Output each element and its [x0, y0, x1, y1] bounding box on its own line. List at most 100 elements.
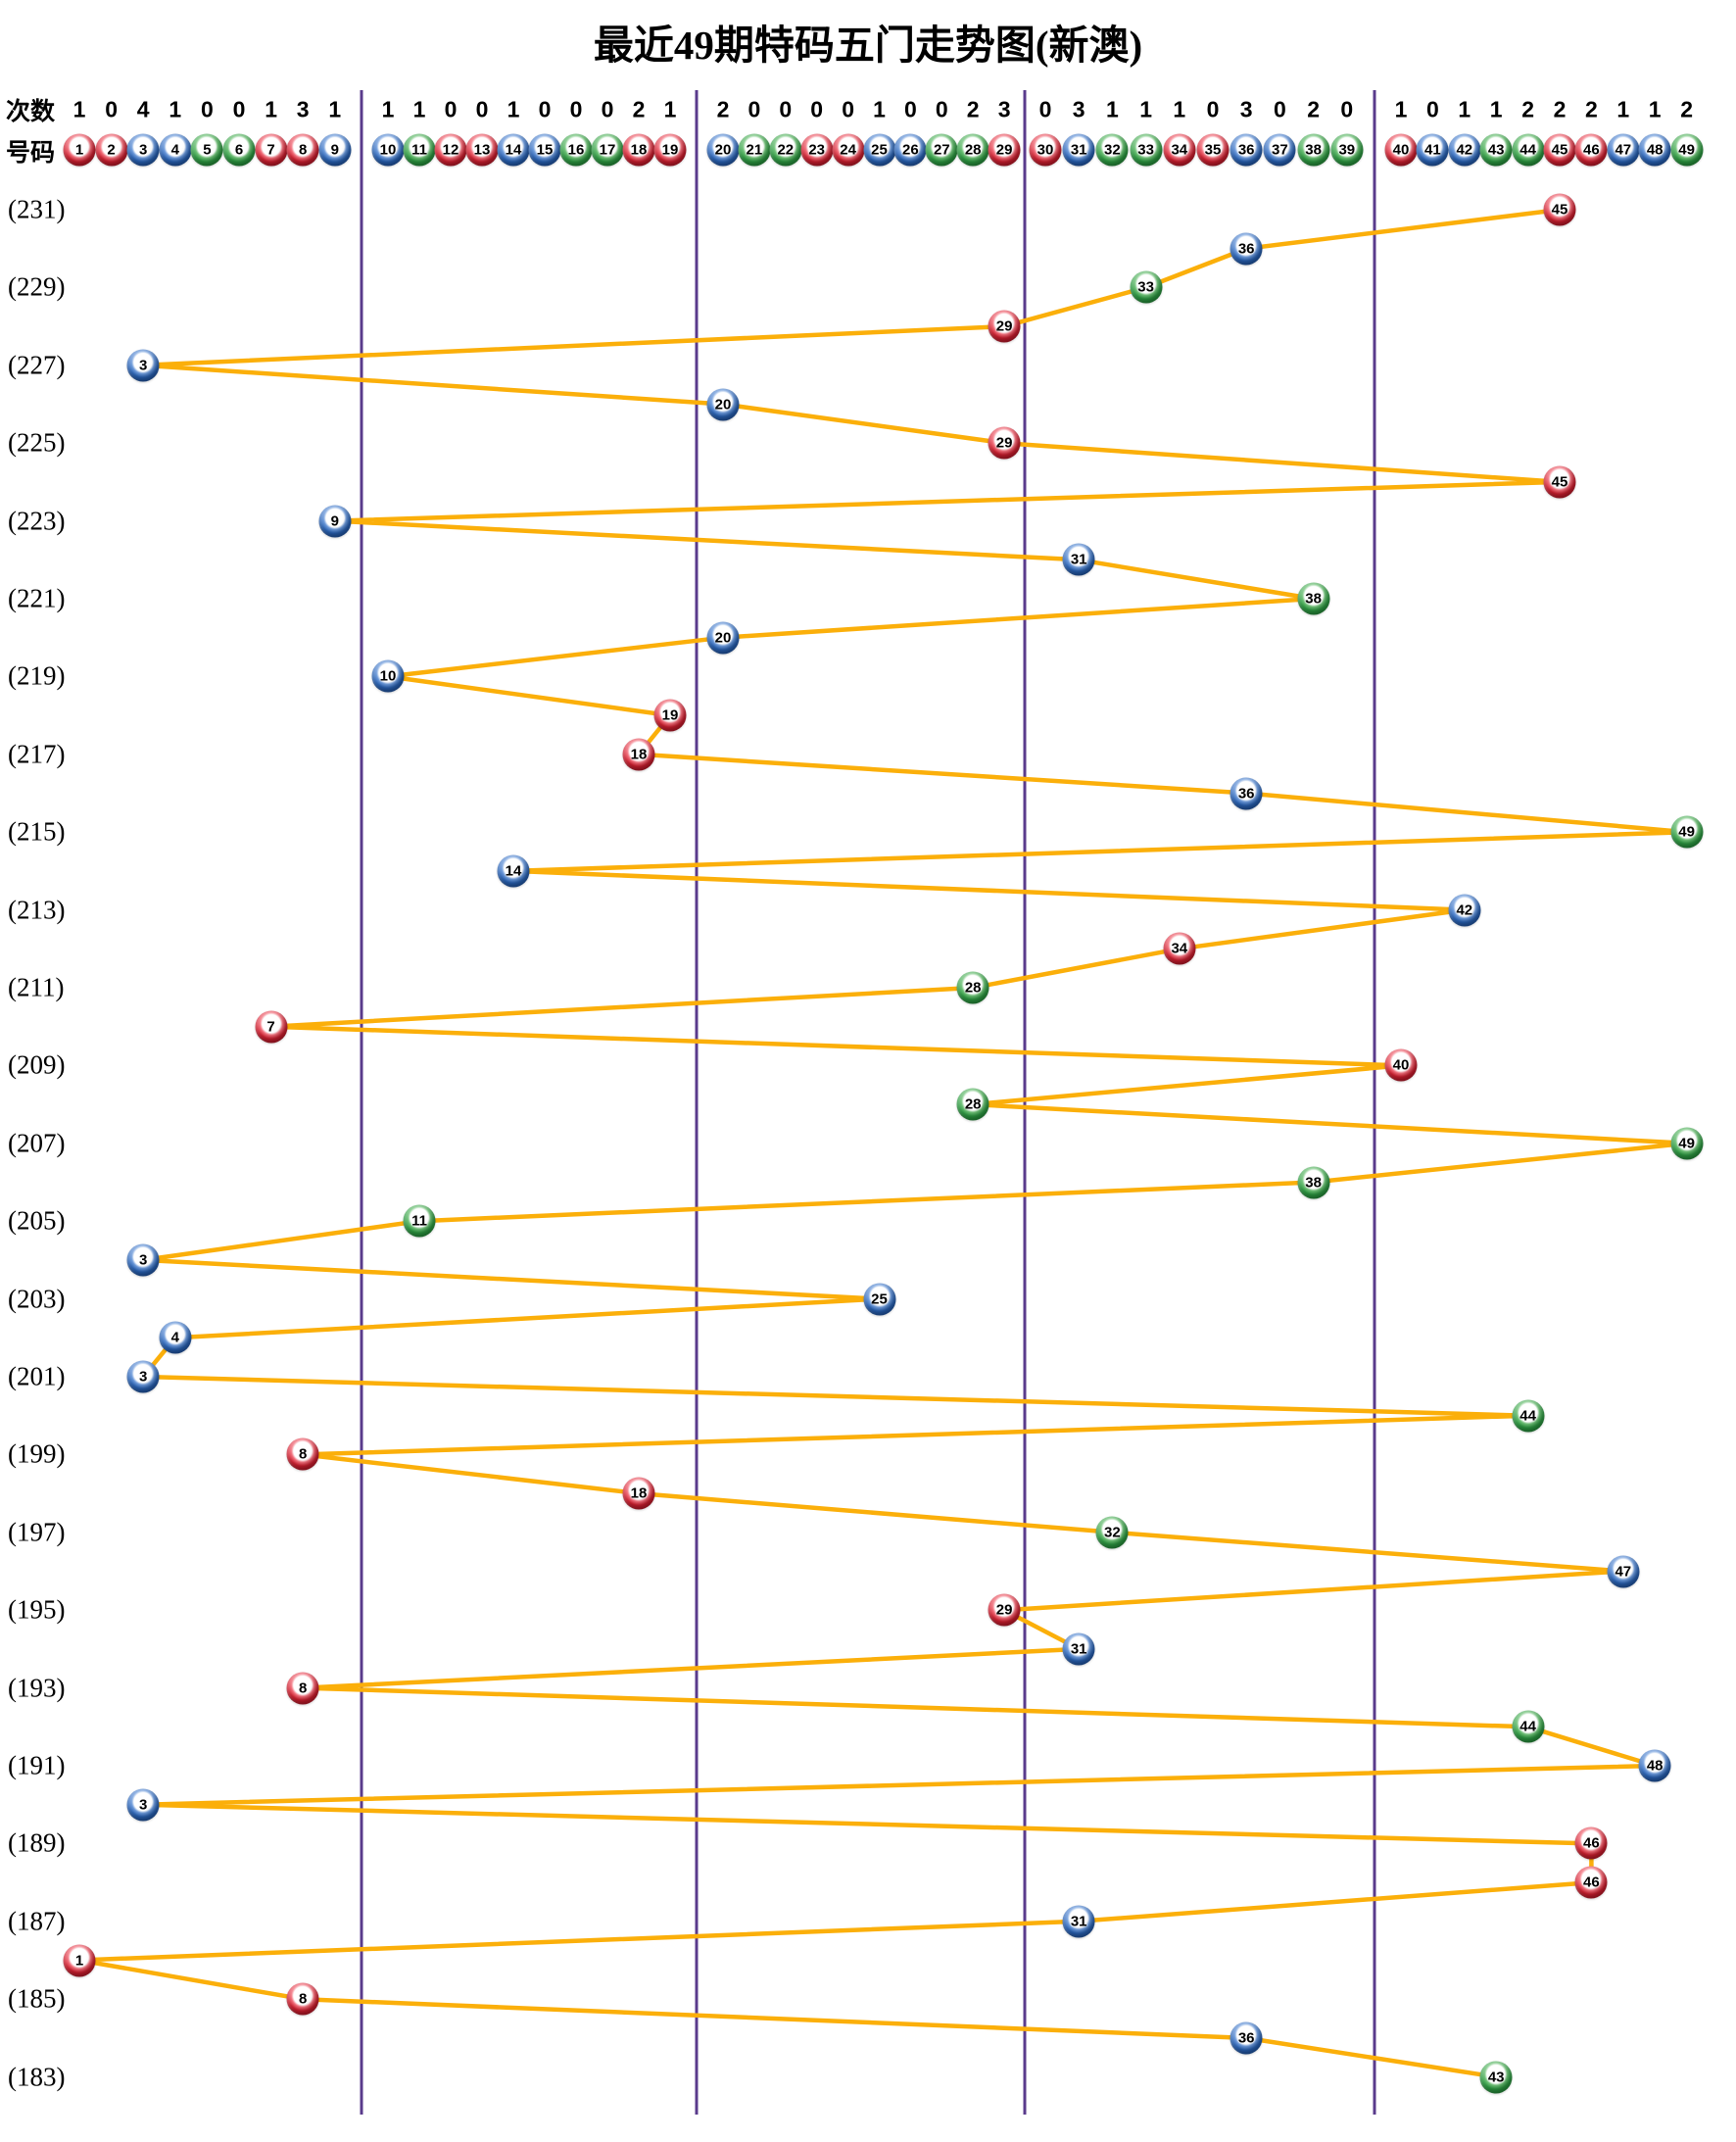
header-ball-34: 34 — [1163, 133, 1196, 167]
count-value-35: 0 — [1206, 96, 1220, 122]
chart-ball-231-45: 45 — [1543, 193, 1576, 226]
header-ball-40: 40 — [1384, 133, 1418, 167]
count-value-27: 0 — [935, 96, 948, 122]
header-ball-38: 38 — [1297, 133, 1330, 167]
period-label-219: (219) — [8, 660, 66, 691]
chart-ball-208-28: 28 — [956, 1088, 989, 1121]
header-ball-22: 22 — [769, 133, 802, 167]
count-value-6: 0 — [232, 96, 246, 122]
count-value-47: 1 — [1616, 96, 1630, 122]
chart-ball-225-29: 29 — [988, 426, 1021, 460]
chart-ball-201-3: 3 — [126, 1360, 160, 1393]
count-value-30: 0 — [1038, 96, 1052, 122]
header-ball-16: 16 — [559, 133, 593, 167]
count-value-49: 2 — [1680, 96, 1693, 122]
header-ball-19: 19 — [653, 133, 687, 167]
period-label-213: (213) — [8, 895, 66, 925]
count-value-14: 1 — [506, 96, 520, 122]
count-value-41: 0 — [1425, 96, 1439, 122]
header-ball-39: 39 — [1330, 133, 1364, 167]
chart-ball-198-18: 18 — [622, 1477, 655, 1510]
count-value-39: 0 — [1340, 96, 1354, 122]
count-value-40: 1 — [1394, 96, 1408, 122]
count-value-29: 3 — [997, 96, 1011, 122]
header-ball-26: 26 — [893, 133, 927, 167]
count-value-25: 1 — [873, 96, 886, 122]
period-label-197: (197) — [8, 1517, 66, 1547]
header-ball-44: 44 — [1512, 133, 1545, 167]
period-label-209: (209) — [8, 1049, 66, 1080]
count-value-43: 1 — [1489, 96, 1503, 122]
chart-ball-217-18: 18 — [622, 738, 655, 771]
header-ball-9: 9 — [318, 133, 352, 167]
period-label-195: (195) — [8, 1594, 66, 1625]
chart-ball-230-36: 36 — [1230, 232, 1263, 266]
header-ball-29: 29 — [988, 133, 1021, 167]
chart-ball-210-7: 7 — [255, 1010, 288, 1044]
numbers-axis-label: 号码 — [6, 140, 56, 167]
period-label-183: (183) — [8, 2062, 66, 2092]
header-ball-25: 25 — [863, 133, 895, 167]
header-ball-46: 46 — [1574, 133, 1608, 167]
chart-ball-202-4: 4 — [159, 1321, 192, 1354]
header-ball-5: 5 — [190, 133, 223, 167]
period-label-187: (187) — [8, 1906, 66, 1936]
chart-ball-204-3: 3 — [126, 1243, 160, 1277]
header-ball-18: 18 — [622, 133, 655, 167]
count-value-5: 0 — [200, 96, 214, 122]
count-value-15: 0 — [538, 96, 552, 122]
chart-ball-186-1: 1 — [63, 1944, 96, 1976]
count-value-19: 1 — [663, 96, 677, 122]
period-label-199: (199) — [8, 1438, 66, 1469]
count-value-48: 1 — [1648, 96, 1662, 122]
header-ball-4: 4 — [159, 133, 192, 167]
chart-ball-219-10: 10 — [371, 659, 405, 693]
chart-ball-188-46: 46 — [1574, 1866, 1608, 1899]
header-ball-24: 24 — [832, 133, 865, 167]
header-ball-23: 23 — [800, 133, 834, 167]
count-value-37: 0 — [1273, 96, 1286, 122]
header-ball-49: 49 — [1670, 133, 1704, 167]
period-label-193: (193) — [8, 1673, 66, 1703]
count-value-8: 3 — [296, 96, 310, 122]
period-label-221: (221) — [8, 583, 66, 613]
chart-ball-211-28: 28 — [956, 971, 989, 1004]
chart-ball-215-49: 49 — [1670, 815, 1704, 849]
header-ball-35: 35 — [1196, 133, 1230, 167]
count-value-46: 2 — [1584, 96, 1598, 122]
chart-ball-213-42: 42 — [1448, 894, 1481, 927]
count-value-44: 2 — [1521, 96, 1534, 122]
chart-ball-203-25: 25 — [863, 1283, 895, 1316]
count-value-7: 1 — [265, 96, 277, 122]
count-value-4: 1 — [169, 96, 182, 122]
period-label-217: (217) — [8, 739, 66, 769]
count-value-24: 0 — [842, 96, 854, 122]
header-ball-14: 14 — [497, 133, 530, 167]
period-label-215: (215) — [8, 816, 66, 847]
trend-polyline — [76, 207, 1689, 2079]
count-value-28: 2 — [966, 96, 980, 122]
count-value-36: 3 — [1239, 96, 1253, 122]
chart-ball-209-40: 40 — [1384, 1048, 1418, 1082]
header-ball-2: 2 — [95, 133, 128, 167]
period-label-205: (205) — [8, 1205, 66, 1236]
header-ball-28: 28 — [956, 133, 989, 167]
count-value-11: 1 — [412, 96, 426, 122]
chart-ball-185-8: 8 — [286, 1982, 319, 2016]
count-value-13: 0 — [475, 96, 489, 122]
chart-ball-183-43: 43 — [1479, 2061, 1513, 2094]
chart-ball-184-36: 36 — [1230, 2021, 1263, 2055]
chart-ball-187-31: 31 — [1062, 1905, 1095, 1938]
period-label-185: (185) — [8, 1983, 66, 2014]
chart-ball-207-49: 49 — [1670, 1127, 1704, 1160]
chart-ball-228-29: 29 — [988, 310, 1021, 343]
chart-ball-192-44: 44 — [1512, 1710, 1545, 1743]
period-label-189: (189) — [8, 1827, 66, 1858]
chart-ball-189-46: 46 — [1574, 1826, 1608, 1860]
chart-ball-226-20: 20 — [706, 388, 740, 420]
count-value-38: 2 — [1307, 96, 1320, 122]
count-value-34: 1 — [1173, 96, 1186, 122]
header-ball-33: 33 — [1130, 133, 1163, 167]
header-ball-10: 10 — [371, 133, 405, 167]
